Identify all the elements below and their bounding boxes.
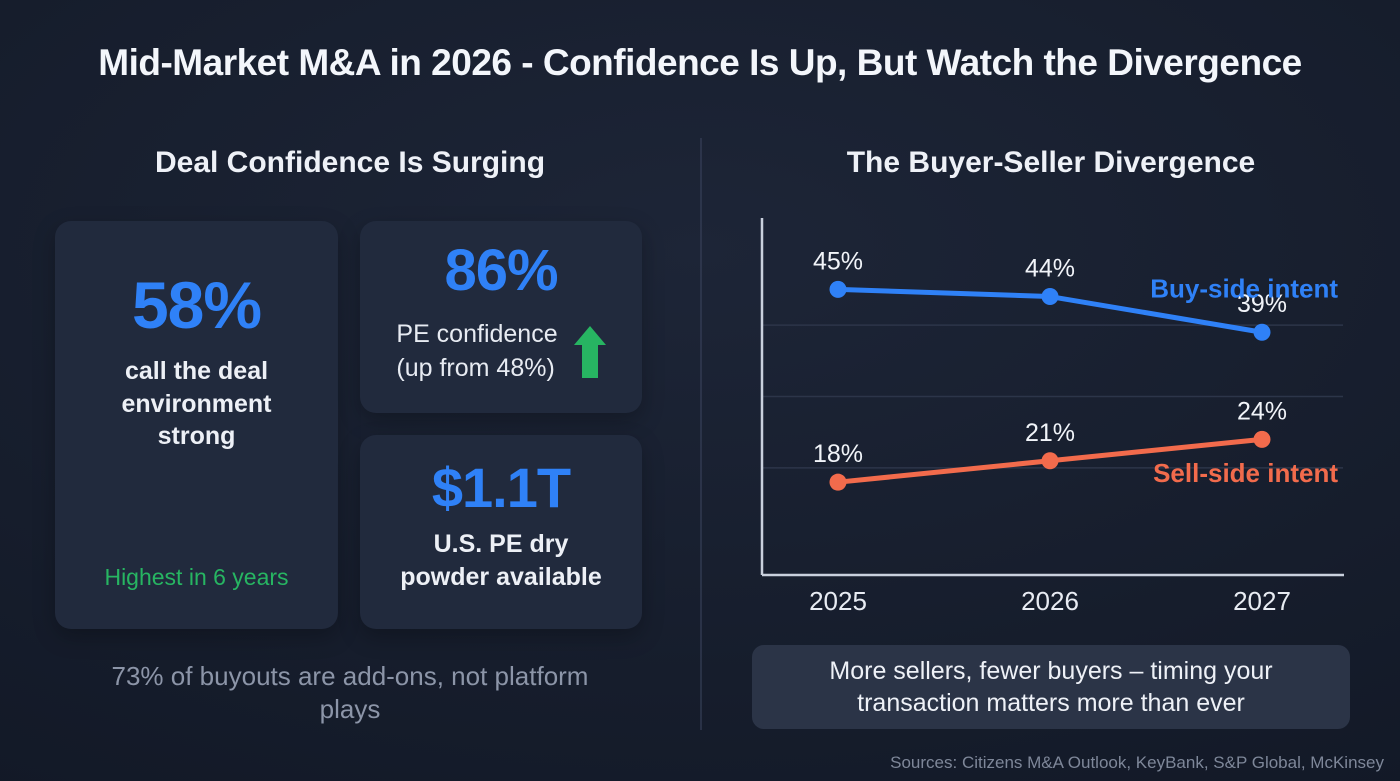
data-point	[1041, 452, 1059, 470]
series-label: Buy-side intent	[1150, 273, 1338, 303]
data-point	[1253, 323, 1271, 341]
divergence-chart: 45% 44% 39% Buy-side intent 18% 21% 24% Sell-si…	[760, 218, 1345, 618]
left-section-heading: Deal Confidence Is Surging	[154, 146, 546, 179]
pe-confidence-label-line1: PE confidence	[396, 320, 558, 348]
x-tick-label: 2026	[1021, 586, 1079, 616]
data-point	[829, 280, 847, 298]
page-title: Mid-Market M&A in 2026 - Confidence Is U…	[98, 42, 1302, 83]
buyouts-footnote: 73% of buyouts are add-ons, not platform…	[55, 660, 645, 725]
stat-card-pe-confidence: 86% PE confidence (up from 48%)	[360, 221, 642, 413]
data-point	[1041, 288, 1059, 306]
pe-confidence-value: 86%	[444, 238, 558, 303]
sources-note: Sources: Citizens M&A Outlook, KeyBank, …	[890, 753, 1384, 772]
dry-powder-value: $1.1T	[431, 456, 571, 519]
stat-card-dry-powder: $1.1T U.S. PE dry powder available	[360, 435, 642, 629]
data-label: 24%	[1237, 397, 1287, 425]
data-label: 39%	[1237, 290, 1287, 318]
line-chart-svg: 45% 44% 39%Buy-side intent 18% 21% 24% Sell-si…	[760, 218, 1344, 616]
stat-card-deal-environment: 58% call the deal environment strong Hig…	[55, 221, 338, 629]
x-tick-label: 2027	[1233, 586, 1291, 616]
pe-confidence-label: PE confidence (up from 48%)	[396, 318, 557, 386]
x-tick-label: 2025	[809, 586, 867, 616]
data-point	[1253, 430, 1271, 448]
data-label: 21%	[1025, 419, 1075, 447]
data-label: 44%	[1025, 255, 1075, 283]
dry-powder-label: U.S. PE dry powder available	[400, 530, 602, 591]
series-label: Sell-side intent	[1153, 458, 1338, 488]
data-label: 18%	[813, 440, 863, 468]
callout-text: More sellers, fewer buyers – timing your…	[829, 657, 1273, 717]
arrow-up-icon	[573, 325, 606, 378]
data-label: 45%	[813, 247, 863, 275]
pe-confidence-label-row: PE confidence (up from 48%)	[360, 318, 642, 386]
deal-environment-label: call the deal environment strong	[121, 357, 272, 450]
deal-environment-footnote: Highest in 6 years	[104, 564, 289, 590]
buyouts-footnote-text: 73% of buyouts are add-ons, not platform…	[111, 661, 589, 724]
deal-environment-value: 58%	[131, 268, 262, 342]
right-section-heading: The Buyer-Seller Divergence	[846, 146, 1256, 179]
callout-card: More sellers, fewer buyers – timing your…	[752, 645, 1350, 729]
pe-confidence-label-line2: (up from 48%)	[396, 353, 555, 382]
section-divider	[700, 138, 702, 730]
data-point	[829, 473, 847, 491]
